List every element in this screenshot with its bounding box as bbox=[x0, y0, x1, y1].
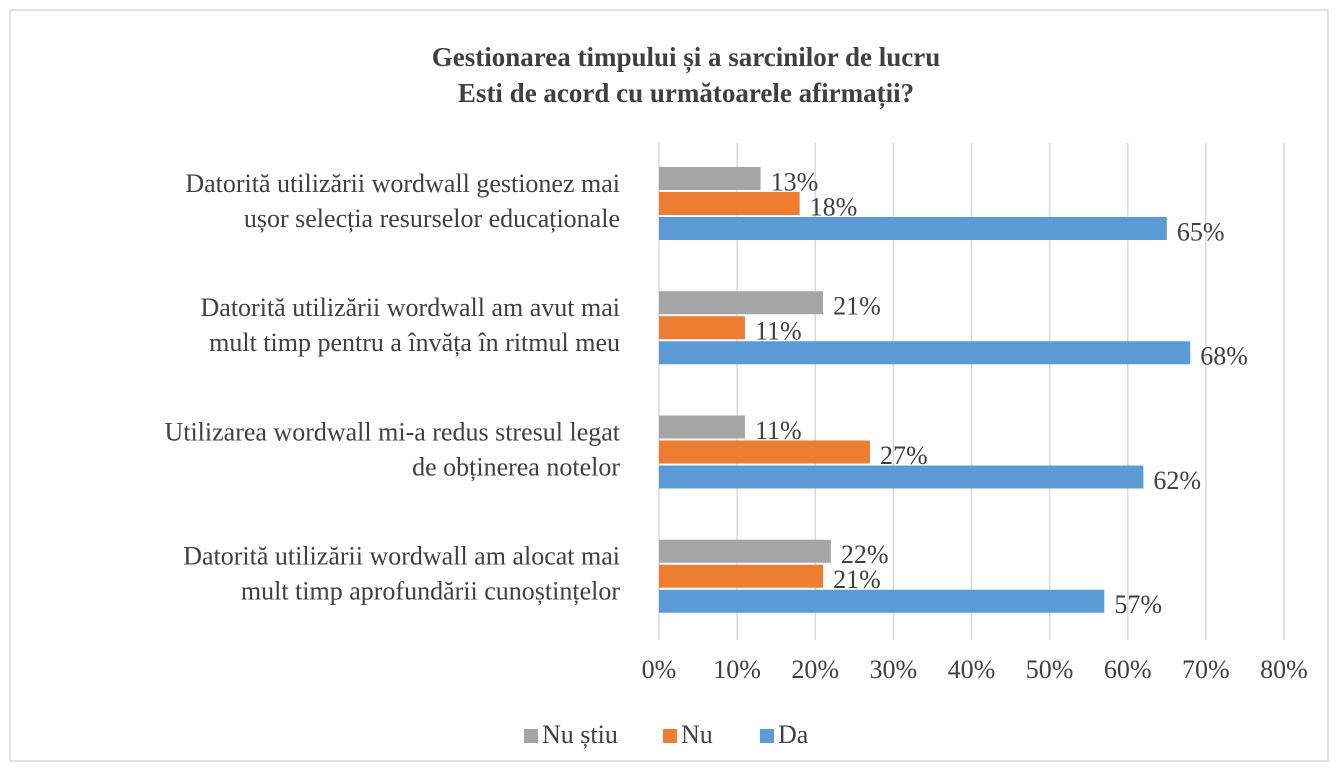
y-tick-label: Datorită utilizării wordwall am avut mai bbox=[201, 293, 620, 322]
bar bbox=[659, 192, 800, 215]
y-tick-label: Datorită utilizării wordwall gestionez m… bbox=[185, 169, 620, 198]
bar bbox=[659, 217, 1167, 240]
x-tick-label: 80% bbox=[1260, 655, 1308, 684]
x-tick-label: 10% bbox=[713, 655, 761, 684]
x-tick-label: 70% bbox=[1182, 655, 1230, 684]
legend-label: Nu bbox=[681, 720, 713, 749]
legend-swatch bbox=[760, 729, 774, 743]
legend-swatch bbox=[663, 729, 677, 743]
bar bbox=[659, 316, 745, 340]
data-label: 11% bbox=[755, 416, 802, 445]
bar bbox=[659, 564, 824, 588]
chart-subtitle: Esti de acord cu următoarele afirmații? bbox=[458, 78, 914, 109]
x-tick-label: 20% bbox=[791, 655, 839, 684]
data-label: 18% bbox=[810, 192, 858, 221]
bar bbox=[659, 291, 824, 315]
legend-label: Da bbox=[778, 720, 809, 749]
x-tick-label: 60% bbox=[1104, 655, 1152, 684]
data-label: 57% bbox=[1114, 590, 1162, 619]
chart-border bbox=[9, 9, 1329, 762]
y-tick-label: Datorită utilizării wordwall am alocat m… bbox=[183, 542, 620, 571]
x-tick-label: 50% bbox=[1026, 655, 1074, 684]
legend-label: Nu știu bbox=[542, 720, 618, 749]
bar bbox=[659, 167, 761, 190]
data-label: 68% bbox=[1200, 342, 1248, 371]
y-tick-label: mult timp pentru a învăța în ritmul meu bbox=[209, 328, 620, 357]
chart-title: Gestionarea timpului și a sarcinilor de … bbox=[432, 42, 941, 73]
y-tick-label: de obținerea notelor bbox=[412, 452, 620, 481]
bar bbox=[659, 539, 831, 563]
bar bbox=[659, 415, 745, 439]
y-tick-label: Utilizarea wordwall mi-a redus stresul l… bbox=[164, 417, 620, 446]
data-label: 65% bbox=[1177, 217, 1225, 246]
x-tick-label: 30% bbox=[870, 655, 918, 684]
data-label: 21% bbox=[833, 565, 881, 594]
x-tick-label: 40% bbox=[948, 655, 996, 684]
data-label: 27% bbox=[880, 441, 928, 470]
bar bbox=[659, 465, 1144, 489]
legend-swatch bbox=[524, 729, 538, 743]
bar bbox=[659, 589, 1105, 613]
data-label: 62% bbox=[1153, 466, 1201, 495]
data-label: 22% bbox=[841, 540, 889, 569]
y-tick-label: mult timp aprofundării cunoștințelor bbox=[241, 577, 620, 606]
data-label: 21% bbox=[833, 292, 881, 321]
data-label: 13% bbox=[771, 167, 819, 196]
y-tick-label: ușor selecția resurselor educaționale bbox=[244, 204, 620, 233]
data-label: 11% bbox=[755, 317, 802, 346]
bar bbox=[659, 341, 1191, 365]
x-tick-label: 0% bbox=[642, 655, 677, 684]
bar bbox=[659, 440, 870, 464]
